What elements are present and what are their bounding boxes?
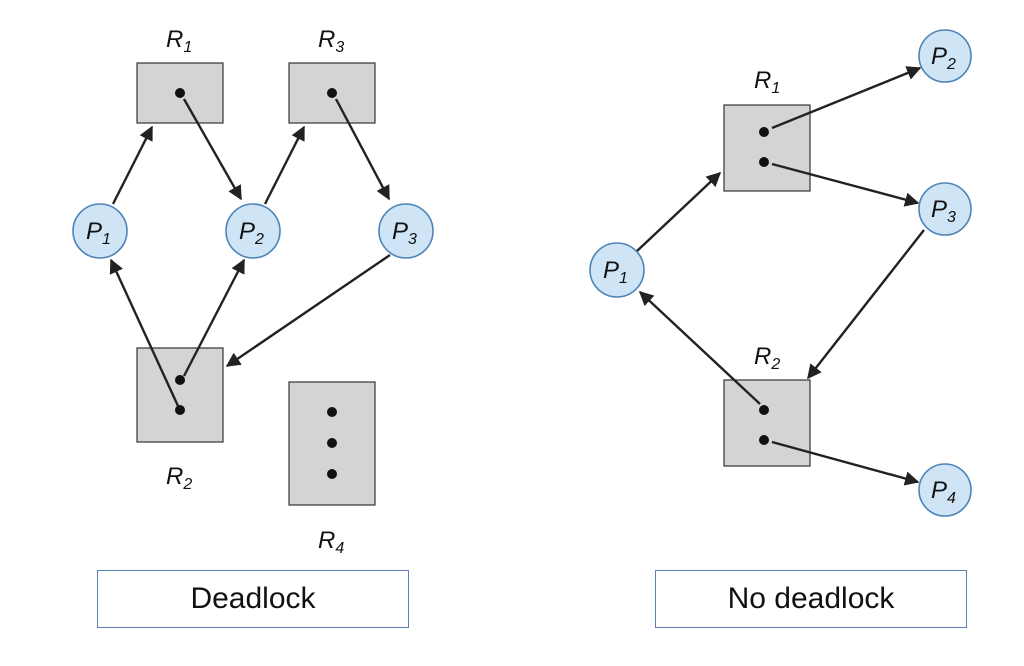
edge-r2-to-p4 <box>771 440 920 486</box>
process-p1: P1 <box>589 242 645 298</box>
instance-dot <box>327 88 337 98</box>
instance-dot <box>327 438 337 448</box>
svg-text:P4: P4 <box>931 477 956 507</box>
svg-text:P2: P2 <box>239 218 264 248</box>
edge-p3-to-r2 <box>225 254 391 367</box>
svg-text:P1: P1 <box>86 218 111 248</box>
svg-text:P1: P1 <box>603 257 628 287</box>
resource-r2-label: R2 <box>754 343 780 373</box>
edge-p1-to-r1 <box>636 172 722 252</box>
instance-dot <box>327 407 337 417</box>
resource-r2: R2 <box>136 347 224 493</box>
instance-dot <box>175 405 185 415</box>
instance-dot <box>759 127 769 137</box>
process-p1: P1 <box>72 203 128 259</box>
edge-r2-to-p1 <box>109 258 180 407</box>
edge-r1-to-p3 <box>771 162 920 207</box>
resource-r3: R3 <box>288 26 376 124</box>
svg-text:P3: P3 <box>392 218 417 248</box>
svg-text:P2: P2 <box>931 43 956 73</box>
no-deadlock-graph: R1 R2 P1 P2 P3 P <box>589 29 972 517</box>
edge-r1-to-p2 <box>182 98 243 201</box>
svg-text:P3: P3 <box>931 196 956 226</box>
process-p3: P3 <box>378 203 434 259</box>
process-p2: P2 <box>918 29 972 83</box>
deadlock-graph: R1 R3 R2 R4 <box>72 26 434 557</box>
resource-r2: R2 <box>723 343 811 467</box>
process-p3: P3 <box>918 182 972 236</box>
resource-r3-label: R3 <box>318 26 344 56</box>
process-p2: P2 <box>225 203 281 259</box>
edge-r3-to-p3 <box>334 98 391 201</box>
resource-r1: R1 <box>136 26 224 124</box>
instance-dot <box>175 375 185 385</box>
edge-p2-to-r3 <box>263 125 306 205</box>
resource-r4-label: R4 <box>318 527 344 557</box>
instance-dot <box>759 405 769 415</box>
instance-dot <box>759 435 769 445</box>
process-p4: P4 <box>918 463 972 517</box>
resource-r2-label: R2 <box>166 463 192 493</box>
no-deadlock-caption: No deadlock <box>655 570 967 628</box>
resource-r4: R4 <box>288 381 376 557</box>
edge-r2-to-p2 <box>182 258 246 377</box>
edge-p1-to-r1 <box>111 125 154 205</box>
instance-dot <box>327 469 337 479</box>
resource-r1-label: R1 <box>754 67 780 97</box>
resource-r1: R1 <box>723 67 811 192</box>
edge-r2-to-p1 <box>638 291 761 405</box>
edge-p3-to-r2 <box>807 229 925 380</box>
resource-r1-label: R1 <box>166 26 192 56</box>
edge-r1-to-p2 <box>771 66 922 130</box>
instance-dot <box>759 157 769 167</box>
deadlock-caption: Deadlock <box>97 570 409 628</box>
instance-dot <box>175 88 185 98</box>
